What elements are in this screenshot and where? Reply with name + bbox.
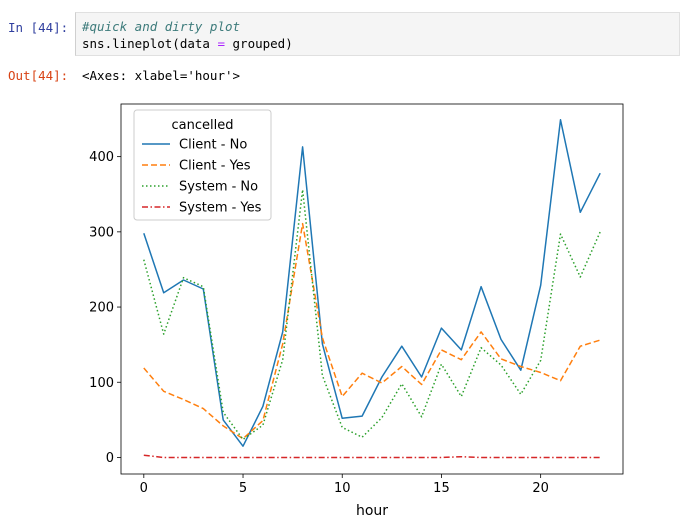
y-tick-label: 400	[89, 150, 114, 165]
x-axis-label: hour	[356, 503, 388, 519]
series-line-1	[143, 222, 601, 440]
y-tick-label: 300	[89, 225, 114, 240]
x-tick-label: 20	[532, 481, 549, 496]
code-operator: =	[217, 36, 225, 51]
series-line-3	[143, 454, 601, 459]
code-call: sns.lineplot(data	[82, 36, 218, 51]
plot-frame	[120, 103, 624, 475]
legend-label-0: Client - No	[179, 138, 247, 153]
y-tick-label: 200	[89, 301, 114, 316]
y-tick-label: 0	[106, 451, 114, 466]
input-prompt: In [44]:	[8, 20, 69, 35]
series-line-0	[143, 119, 601, 447]
legend-box	[133, 109, 272, 221]
legend-label-1: Client - Yes	[179, 159, 251, 174]
legend-label-2: System - No	[179, 180, 258, 195]
legend-label-3: System - Yes	[179, 201, 262, 216]
x-tick-label: 5	[239, 481, 247, 496]
legend-title: cancelled	[172, 118, 234, 133]
y-tick-label: 100	[89, 376, 114, 391]
x-tick-label: 10	[334, 481, 351, 496]
code-editor[interactable]: #quick and dirty plot sns.lineplot(data …	[75, 12, 680, 56]
code-arg: grouped)	[225, 36, 293, 51]
x-tick-label: 0	[140, 481, 148, 496]
code-comment: #quick and dirty plot	[82, 19, 241, 34]
output-text: <Axes: xlabel='hour'>	[82, 68, 241, 83]
series-line-2	[143, 188, 601, 441]
output-prompt: Out[44]:	[8, 68, 69, 83]
code-line: sns.lineplot(data = grouped)	[82, 36, 293, 51]
x-tick-label: 15	[433, 481, 450, 496]
